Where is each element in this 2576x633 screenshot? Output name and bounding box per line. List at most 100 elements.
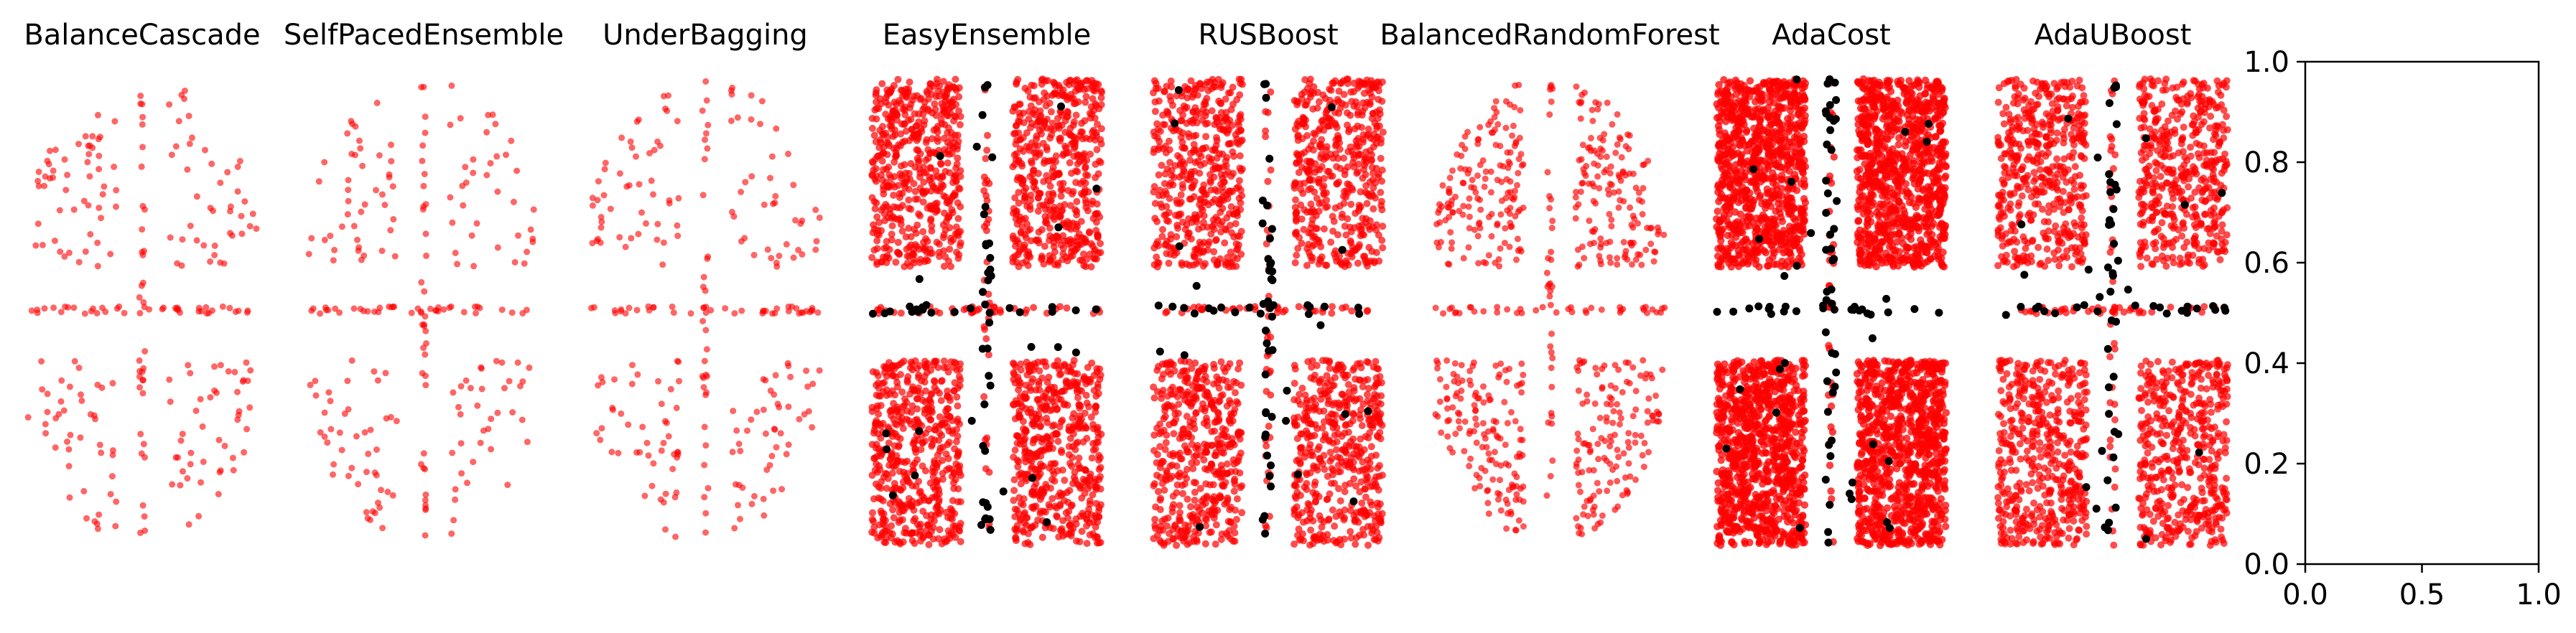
red-point [61,253,68,260]
red-point [1071,143,1079,151]
red-point [109,380,116,387]
red-point [530,206,537,213]
red-point [363,509,370,516]
red-point [369,508,376,515]
red-point [727,117,735,124]
red-point [625,421,632,428]
red-point [470,263,478,270]
red-point [1311,421,1319,428]
red-point [903,469,911,477]
red-point [1184,379,1191,387]
red-point [1237,199,1245,207]
red-point [669,303,676,310]
red-point [1340,200,1348,207]
black-point [1263,201,1271,210]
red-point [1043,394,1051,402]
red-point [102,309,109,315]
red-point [921,378,929,386]
red-point [185,521,192,528]
red-point [198,308,205,315]
red-point [450,517,457,524]
red-point [1169,535,1177,543]
red-point [521,260,528,267]
red-point [872,165,880,173]
red-point [1237,381,1245,389]
red-point [952,75,959,83]
red-point [936,174,944,182]
red-point [877,484,885,492]
red-point [1031,141,1039,149]
black-point [1282,416,1291,425]
red-point [246,404,254,411]
red-point [1046,407,1054,415]
red-point [947,263,954,271]
red-point [654,138,661,145]
red-point [675,358,682,365]
red-point [1347,528,1354,535]
red-point [1200,365,1208,373]
red-point [94,263,101,270]
red-point [908,402,916,410]
red-point [1267,166,1275,174]
red-point [234,188,241,195]
red-point [633,153,639,160]
red-point [951,445,959,453]
red-point [956,382,964,390]
red-point [1326,418,1334,426]
red-point [912,230,920,237]
red-point [1366,100,1374,108]
red-point [773,305,781,312]
red-point [1224,194,1232,202]
red-point [738,238,745,245]
red-point [934,483,941,491]
red-point [913,146,921,154]
red-point [1208,510,1216,518]
red-point [1352,482,1360,490]
red-point [1163,431,1171,439]
red-point [1064,514,1072,522]
black-point [988,153,997,161]
red-point [1340,154,1348,162]
red-point [136,384,143,391]
red-point [704,145,711,152]
red-point [1216,440,1224,448]
red-point [1013,78,1020,86]
red-point [1212,451,1219,459]
red-point [883,139,891,147]
red-point [1324,379,1331,387]
red-point [742,179,749,186]
red-point [949,209,957,217]
red-point [1020,528,1028,536]
red-point [1214,261,1222,268]
red-point [933,387,941,395]
red-point [1043,414,1051,422]
red-point [393,418,400,425]
red-point [1331,253,1339,261]
red-point [879,380,886,388]
red-point [744,427,750,434]
red-point [236,158,243,164]
black-point [1217,304,1226,312]
red-point [1199,218,1207,226]
red-point [1360,231,1368,239]
red-point [1097,501,1105,509]
red-point [1092,174,1099,182]
red-point [1190,146,1198,154]
red-point [1153,217,1161,225]
red-point [1370,205,1377,212]
red-point [799,250,806,258]
black-point [986,525,995,534]
red-point [450,389,457,396]
red-point [662,106,669,112]
red-point [1306,444,1313,452]
red-point [1061,477,1069,484]
red-point [345,472,352,479]
red-point [1075,85,1083,93]
red-point [1217,197,1225,204]
red-point [730,408,737,415]
red-point [1024,87,1032,95]
red-point [1079,424,1087,432]
red-point [954,154,962,162]
red-point [951,131,959,139]
red-point [433,307,440,314]
